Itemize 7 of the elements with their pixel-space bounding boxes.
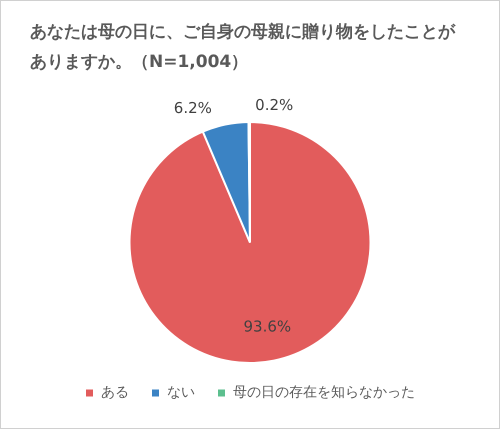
data-label: 93.6% [244, 317, 292, 336]
legend-label: 母の日の存在を知らなかった [233, 384, 415, 401]
legend-label: ない [167, 384, 195, 401]
chart-title: あなたは母の日に、ご自身の母親に贈り物をしたことがありますか。（N=1,004） [30, 21, 456, 74]
data-label: 0.2% [255, 96, 294, 114]
legend-label: ある [101, 384, 129, 401]
data-label: 6.2% [174, 98, 212, 117]
